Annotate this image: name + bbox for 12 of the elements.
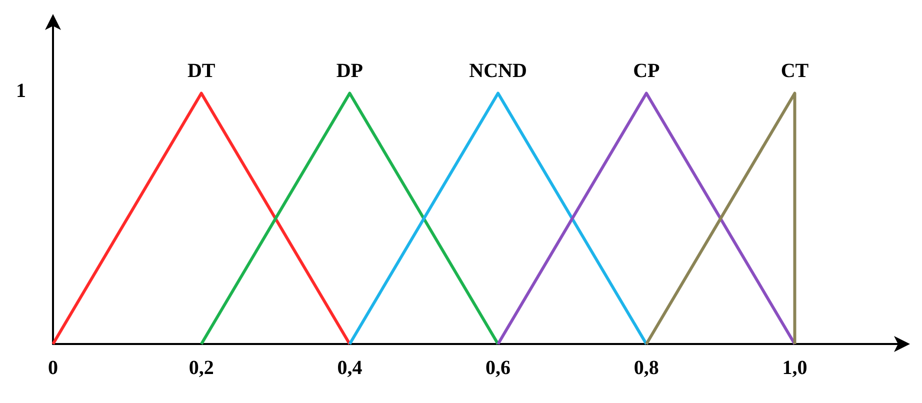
x-tick-label: 0,4 <box>337 357 362 379</box>
x-tick-label: 0,6 <box>486 357 511 379</box>
series-label: CP <box>633 60 660 82</box>
x-tick-label: 0,2 <box>188 357 214 379</box>
x-tick-label: 0,8 <box>634 357 659 379</box>
series-label: NCND <box>469 60 527 82</box>
x-tick-label: 1,0 <box>782 357 808 379</box>
series-label: DT <box>187 60 216 82</box>
series-label: DP <box>336 60 364 82</box>
text: 1 <box>16 80 26 102</box>
series-label: CT <box>780 60 810 82</box>
x-tick-label: 0 <box>48 357 58 379</box>
